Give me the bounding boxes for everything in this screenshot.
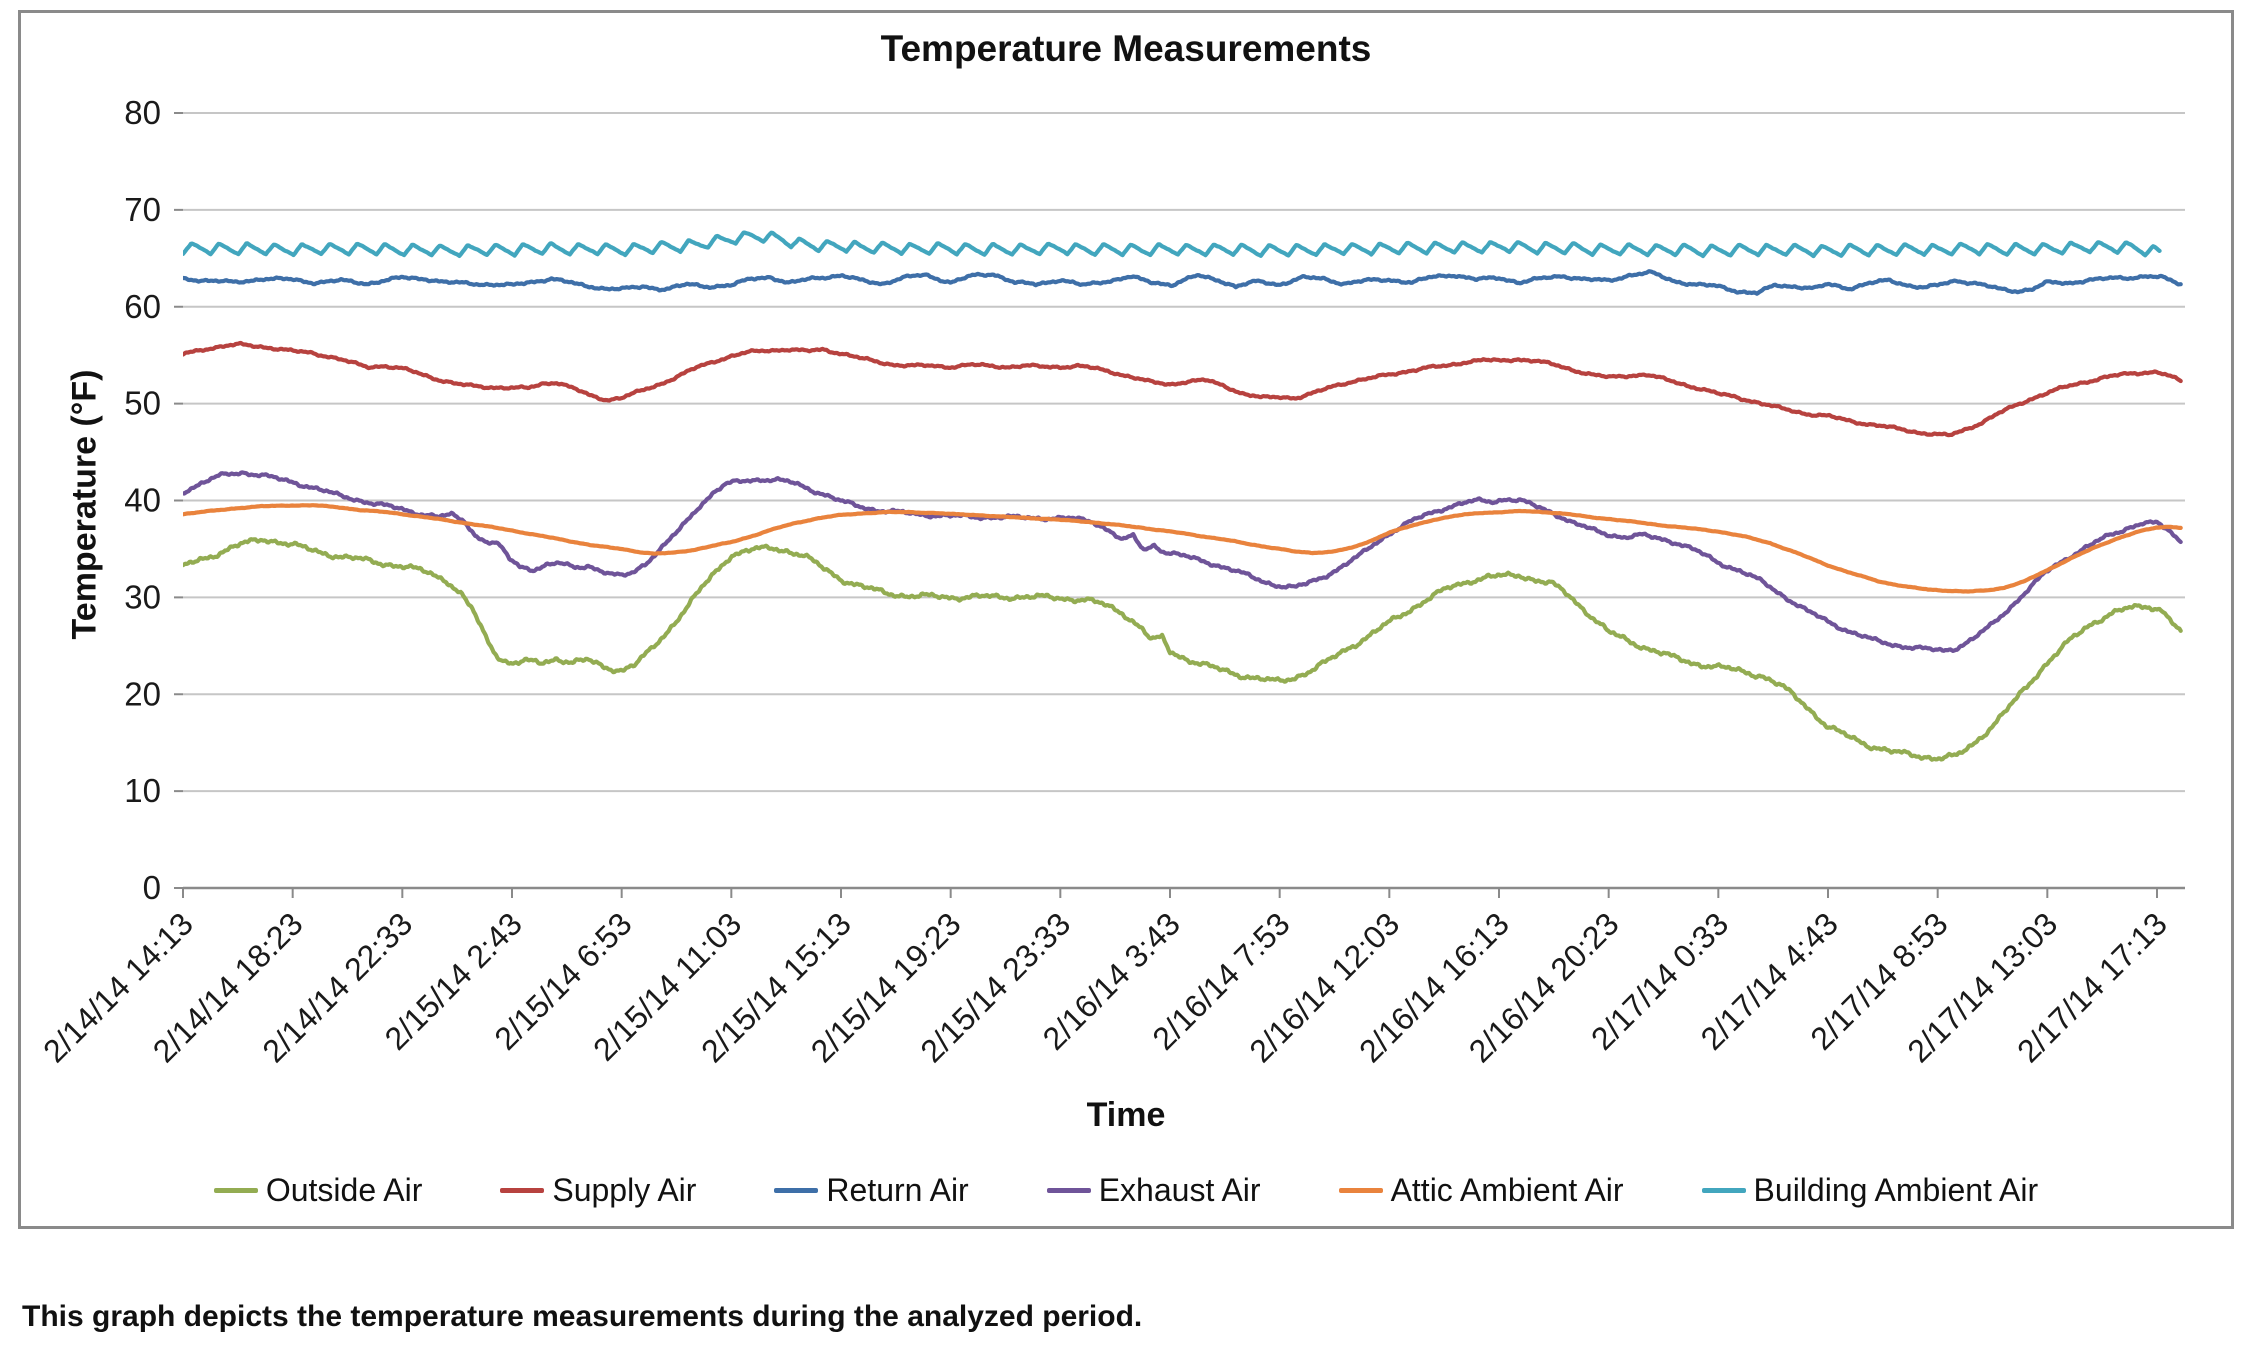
y-tick-label-30: 30 xyxy=(124,578,161,615)
chart-title: Temperature Measurements xyxy=(880,28,1372,69)
legend-swatch-icon xyxy=(500,1188,545,1193)
y-axis-title: Temperature (°F) xyxy=(65,369,104,640)
legend-swatch-icon xyxy=(1046,1188,1091,1193)
legend-label: Supply Air xyxy=(552,1172,697,1208)
legend-item-building-ambient-air: Building Ambient Air xyxy=(1701,1172,2039,1209)
series-line-outside-air xyxy=(183,537,2183,762)
y-tick-label-40: 40 xyxy=(124,482,161,519)
y-tick-label-80: 80 xyxy=(124,94,161,131)
legend-item-exhaust-air: Exhaust Air xyxy=(1046,1172,1261,1209)
series-line-supply-air xyxy=(183,340,2183,438)
legend-swatch-icon xyxy=(213,1188,258,1193)
y-tick-label-60: 60 xyxy=(124,288,161,325)
legend-swatch-icon xyxy=(1701,1188,1746,1193)
legend-label: Outside Air xyxy=(265,1172,423,1208)
series-line-return-air xyxy=(183,269,2183,296)
legend-label: Exhaust Air xyxy=(1098,1172,1261,1208)
legend-item-outside-air: Outside Air xyxy=(213,1172,423,1209)
y-tick-label-20: 20 xyxy=(124,675,161,712)
series-layer xyxy=(183,230,2183,762)
legend-item-supply-air: Supply Air xyxy=(500,1172,696,1209)
legend-swatch-icon xyxy=(774,1188,819,1193)
y-tick-label-0: 0 xyxy=(143,869,161,906)
legend-item-attic-ambient-air: Attic Ambient Air xyxy=(1338,1172,1624,1209)
legend-swatch-icon xyxy=(1338,1188,1383,1193)
y-tick-label-50: 50 xyxy=(124,385,161,422)
x-axis-title: Time xyxy=(1086,1096,1166,1134)
y-tick-label-70: 70 xyxy=(124,191,161,228)
chart-legend: Outside Air Supply Air Return Air Exhaust A… xyxy=(0,1172,2252,1209)
series-line-exhaust-air xyxy=(183,470,2183,653)
y-tick-label-10: 10 xyxy=(124,772,161,809)
legend-item-return-air: Return Air xyxy=(774,1172,969,1209)
series-line-building-ambient-air xyxy=(183,230,2162,259)
legend-label: Return Air xyxy=(826,1172,969,1208)
series-line-attic-ambient-air xyxy=(183,503,2183,594)
legend-label: Attic Ambient Air xyxy=(1390,1172,1624,1208)
legend-label: Building Ambient Air xyxy=(1753,1172,2039,1208)
figure-caption: This graph depicts the temperature measu… xyxy=(22,1300,1143,1333)
